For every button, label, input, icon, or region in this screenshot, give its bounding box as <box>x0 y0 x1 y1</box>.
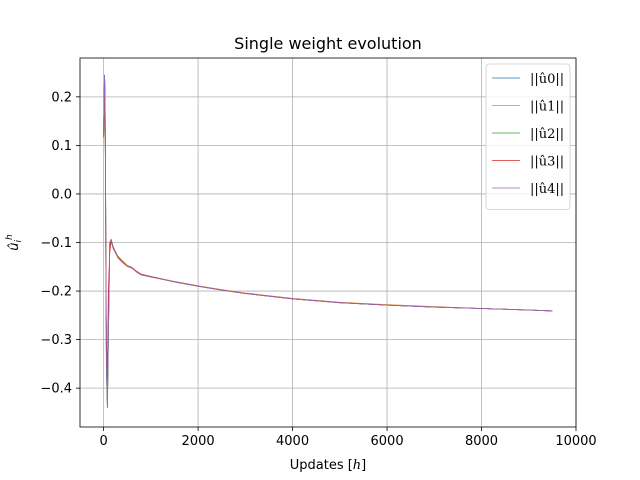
legend-label-4: ||û4|| <box>530 182 564 197</box>
y-tick-label: −0.2 <box>40 285 72 300</box>
x-tick-label: 4000 <box>276 434 309 449</box>
legend-frame <box>485 63 571 210</box>
legend: ||û0|| ||û1|| ||û2|| ||û3|| ||û4|| <box>485 63 571 210</box>
chart-title: Single weight evolution <box>234 34 422 53</box>
x-tick-label: 6000 <box>371 434 404 449</box>
y-tick-label: −0.3 <box>40 333 72 348</box>
x-axis-label: Updates [h] <box>290 458 367 473</box>
x-tick-label: 0 <box>99 434 107 449</box>
y-tick-label: 0.0 <box>51 187 72 202</box>
legend-label-1: ||û1|| <box>530 100 564 115</box>
x-tick-label: 8000 <box>465 434 498 449</box>
series-line-4 <box>103 75 553 404</box>
legend-label-3: ||û3|| <box>530 155 564 170</box>
ticks-layer: 0 2000 4000 6000 8000 10000 −0.4 −0.3 −0.2 −0.1 0.… <box>40 90 596 449</box>
series-layer <box>103 74 553 408</box>
y-tick-label: −0.1 <box>40 236 72 251</box>
y-tick-label: 0.1 <box>51 139 72 154</box>
legend-label-2: ||û2|| <box>530 127 564 142</box>
y-tick-label: 0.2 <box>51 90 72 105</box>
x-tick-label: 2000 <box>182 434 215 449</box>
legend-label-0: ||û0|| <box>530 72 564 87</box>
x-tick-label: 10000 <box>555 434 596 449</box>
y-tick-label: −0.4 <box>40 382 72 397</box>
